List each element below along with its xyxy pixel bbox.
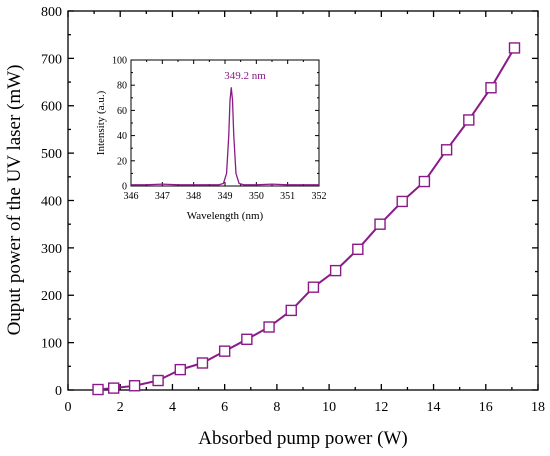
inset-y-tick-label: 40 [117, 131, 127, 142]
main-data-point [152, 374, 164, 387]
main-data-point [352, 243, 364, 255]
main-data-point [440, 144, 453, 156]
main-y-tick-label: 100 [41, 337, 62, 352]
inset-x-tick-label: 346 [124, 191, 139, 202]
main-data-point [107, 382, 120, 394]
main-y-tick-label: 300 [41, 242, 62, 257]
main-y-tick-label: 700 [41, 52, 62, 67]
main-data-point [485, 82, 497, 94]
inset-y-tick-label: 60 [117, 106, 127, 117]
main-data-point [508, 42, 521, 54]
inset-y-tick-label: 100 [112, 56, 127, 67]
inset-x-tick-label: 352 [312, 191, 327, 202]
main-data-point [196, 357, 209, 369]
inset-y-tick-label: 20 [117, 156, 127, 167]
main-y-tick-label: 800 [41, 5, 62, 20]
main-x-tick-label: 0 [65, 400, 72, 415]
main-x-tick-label: 8 [273, 400, 280, 415]
main-y-tick-label: 0 [55, 384, 62, 399]
main-frame [67, 10, 539, 391]
inset-y-axis-label: Intensity (a.u.) [95, 90, 107, 155]
main-data-point [241, 333, 253, 346]
main-y-tick-label: 200 [41, 289, 62, 304]
main-y-tick-label: 400 [41, 194, 62, 209]
main-y-tick-label: 600 [41, 100, 62, 115]
main-data-point [263, 321, 275, 333]
main-series-line [97, 47, 516, 391]
main-x-tick-label: 12 [374, 400, 388, 415]
main-data-point [174, 363, 186, 376]
main-x-tick-label: 6 [221, 400, 228, 415]
main-data-point [128, 380, 141, 392]
inset-plot: 346 347 348 349 350 351 352 0 20 40 60 80 100 [112, 56, 327, 203]
main-x-tick-label: 16 [479, 400, 493, 415]
main-y-tick-label: 500 [41, 147, 62, 162]
main-x-tick-label: 2 [117, 400, 124, 415]
main-x-tick-label: 4 [169, 400, 176, 415]
main-x-tick-label: 10 [322, 400, 336, 415]
inset-x-tick-label: 349 [218, 191, 233, 202]
main-data-point [463, 114, 475, 126]
main-x-axis-label: Absorbed pump power (W) [198, 428, 407, 449]
main-data-point [396, 195, 408, 208]
main-x-tick-label: 18 [531, 400, 545, 415]
inset-x-tick-label: 351 [280, 191, 295, 202]
inset-x-tick-label: 348 [186, 191, 201, 202]
main-data-point [218, 345, 231, 357]
main-data-point [374, 218, 386, 230]
main-data-point [92, 383, 104, 396]
main-data-point [418, 175, 431, 188]
main-y-axis-label: Ouput power of the UV laser (mW) [4, 65, 25, 336]
inset-y-tick-label: 80 [117, 81, 127, 92]
inset-x-tick-label: 350 [249, 191, 264, 202]
inset-y-tick-label: 0 [122, 182, 127, 193]
main-data-point [285, 304, 297, 317]
main-data-point [307, 281, 320, 293]
inset-x-axis-label: Wavelength (nm) [187, 210, 264, 222]
inset-peak-label: 349.2 nm [224, 70, 266, 82]
inset-series-line [131, 87, 319, 186]
inset-x-tick-label: 347 [155, 191, 170, 202]
main-data-point [329, 264, 342, 277]
main-x-tick-label: 14 [427, 400, 441, 415]
